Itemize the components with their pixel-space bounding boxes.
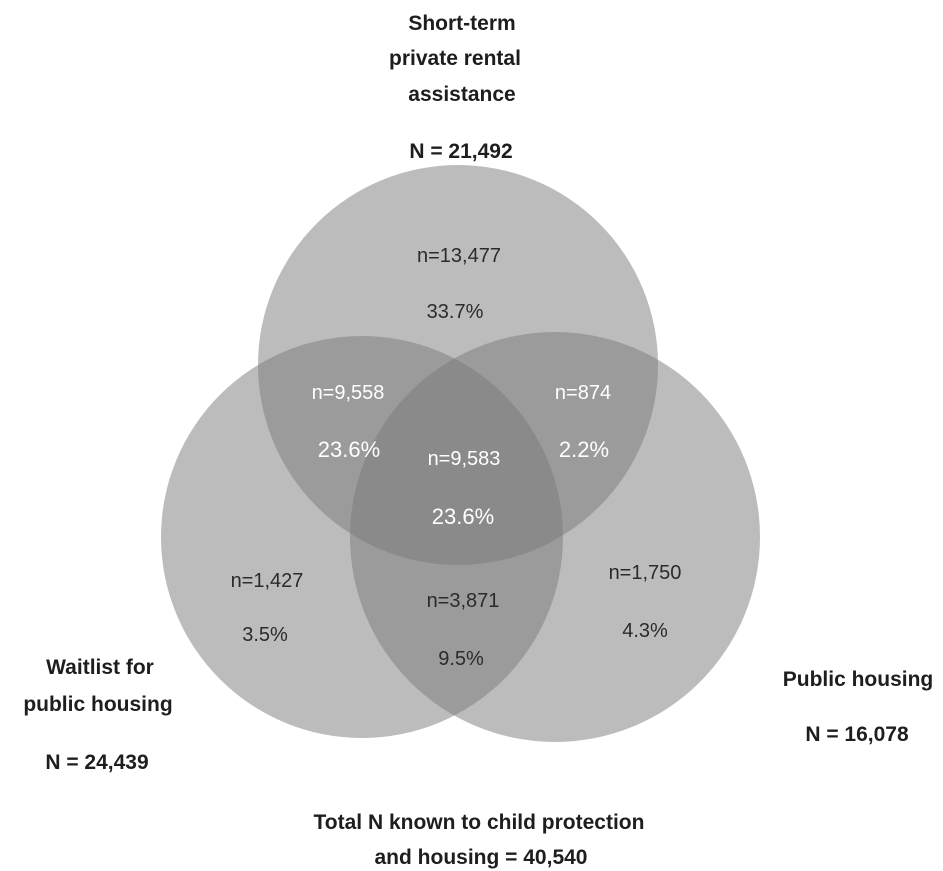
- public-housing-circle: [350, 332, 760, 742]
- waitlist-only-percent: 3.5%: [242, 624, 288, 646]
- short-term-public-count: n=874: [555, 382, 611, 404]
- public-only-count: n=1,750: [609, 562, 682, 584]
- waitlist-public-percent: 9.5%: [438, 648, 484, 670]
- waitlist-public-count: n=3,871: [427, 590, 500, 612]
- footer-total-line-2: and housing = 40,540: [375, 846, 588, 869]
- waitlist-title-line-1: Waitlist for: [46, 656, 154, 679]
- short-term-total: N = 21,492: [409, 140, 512, 163]
- waitlist-total: N = 24,439: [45, 751, 148, 774]
- short-term-title-line-2: private rental: [389, 47, 521, 70]
- short-term-only-count: n=13,477: [417, 245, 501, 267]
- footer-total-line-1: Total N known to child protection: [314, 811, 645, 834]
- public-housing-total: N = 16,078: [805, 723, 909, 746]
- short-term-title-line-1: Short-term: [408, 12, 515, 35]
- waitlist-only-count: n=1,427: [231, 570, 304, 592]
- short-term-only-percent: 33.7%: [427, 301, 484, 323]
- short-term-waitlist-count: n=9,558: [312, 382, 385, 404]
- public-only-percent: 4.3%: [622, 620, 668, 642]
- waitlist-title-line-2: public housing: [23, 693, 172, 716]
- short-term-title-line-3: assistance: [408, 83, 515, 106]
- short-term-public-percent: 2.2%: [559, 437, 609, 462]
- short-term-waitlist-percent: 23.6%: [318, 437, 380, 462]
- all-three-percent: 23.6%: [432, 504, 494, 529]
- public-housing-title: Public housing: [783, 668, 934, 691]
- all-three-count: n=9,583: [428, 448, 501, 470]
